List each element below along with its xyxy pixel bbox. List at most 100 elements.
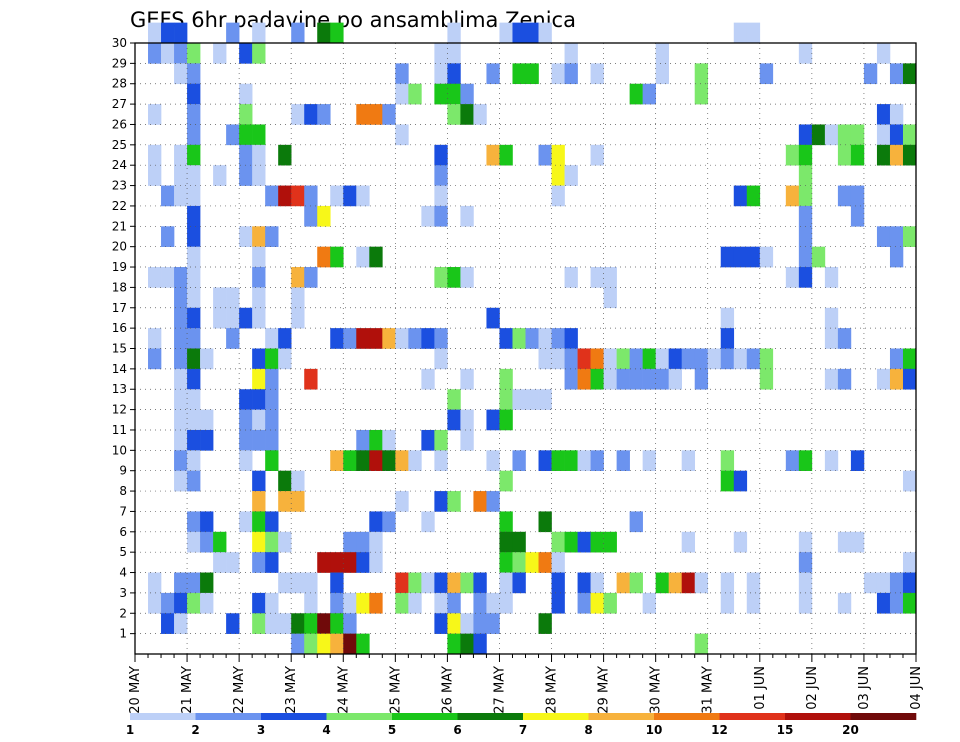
heatmap-cell [694,368,709,390]
heatmap-cell [343,328,357,349]
heatmap-cell [421,368,435,390]
heatmap-cell [434,328,448,349]
heatmap-cell [603,267,617,288]
heatmap-cell [161,43,175,64]
heatmap-cell [473,592,487,614]
heatmap-cell [343,531,357,553]
heatmap-cell [876,368,891,390]
heatmap-cell [889,368,904,390]
heatmap-cell [902,592,917,614]
heatmap-cell [265,409,279,431]
heatmap-cell [694,83,709,105]
heatmap-cell [655,368,669,390]
heatmap-cell [252,592,266,614]
heatmap-cell [642,450,656,471]
heatmap-cell [252,165,266,186]
heatmap-cell [187,389,201,410]
legend-swatch [850,713,917,720]
heatmap-cell [785,185,800,207]
heatmap-cell [200,592,214,614]
heatmap-cell [655,572,669,594]
legend: 1 2 3 4 5 6 7 8 10 12 15 20 [126,713,917,737]
heatmap-cell [252,43,266,64]
heatmap-cell [395,328,409,349]
heatmap-cell [499,144,513,166]
heatmap-cell [512,63,526,85]
y-tick-label: 23 [112,179,127,193]
heatmap-cell [551,144,565,166]
heatmap-cell [629,368,643,390]
heatmap-cell [434,613,448,634]
heatmap-cell [564,43,578,64]
legend-label: 8 [584,723,592,737]
y-tick-label: 18 [112,280,127,294]
heatmap-cell [434,63,448,85]
heatmap-cell [681,531,696,553]
heatmap-cell [798,572,813,594]
heatmap-cell [460,633,474,655]
heatmap-cell [876,572,891,594]
heatmap-cell [460,429,474,451]
heatmap-cell [434,592,448,614]
heatmap-cell [850,144,865,166]
heatmap-cell [252,267,266,288]
heatmap-cell [629,348,643,370]
heatmap-cell [642,348,656,370]
heatmap-cell [226,287,240,309]
heatmap-cell [265,226,279,247]
heatmap-cell [369,531,383,553]
heatmap-cell [486,144,500,166]
x-tick-label: 29 MAY [597,666,612,714]
heatmap-cell [213,531,227,553]
heatmap-cell [382,328,396,349]
heatmap-cell [460,205,474,227]
heatmap-cell [174,450,188,471]
heatmap-cell [460,613,474,634]
heatmap-cell [187,328,201,349]
heatmap-cell [239,409,253,431]
heatmap-cell [239,43,253,64]
heatmap-cell [252,552,266,573]
heatmap-cell [720,348,735,370]
y-tick-label: 24 [112,158,127,172]
heatmap-cell [226,22,240,44]
heatmap-cell [473,491,487,512]
heatmap-cell [590,531,604,553]
heatmap-cell [330,633,344,655]
heatmap-cell [460,409,474,431]
heatmap-cell [850,450,865,471]
heatmap-cell [434,83,448,105]
heatmap-cell [226,124,240,146]
heatmap-cell [226,552,240,573]
heatmap-cell [408,450,422,471]
heatmap-cell [824,328,839,349]
heatmap-cell [382,511,396,533]
heatmap-cell [603,368,617,390]
heatmap-cell [434,165,448,186]
heatmap-cell [174,572,188,594]
heatmap-cell [252,144,266,166]
heatmap-cell [187,348,201,370]
heatmap-cell [187,63,201,85]
heatmap-cell [291,104,305,125]
heatmap-cell [174,165,188,186]
heatmap-cell [304,104,318,125]
heatmap-cell [174,267,188,288]
heatmap-cell [902,470,917,492]
heatmap-cell [473,572,487,594]
heatmap-cell [564,368,578,390]
heatmap-cell [278,572,292,594]
heatmap-cell [369,104,383,125]
heatmap-cell [499,328,513,349]
heatmap-cell [434,450,448,471]
heatmap-cell [343,613,357,634]
heatmap-cell [252,226,266,247]
heatmap-cell [798,144,813,166]
heatmap-cell [850,124,865,146]
heatmap-cell [512,328,526,349]
heatmap-cell [551,531,565,553]
heatmap-cell [174,287,188,309]
heatmap-cell [525,552,539,573]
heatmap-cell [798,450,813,471]
heatmap-cell [278,144,292,166]
